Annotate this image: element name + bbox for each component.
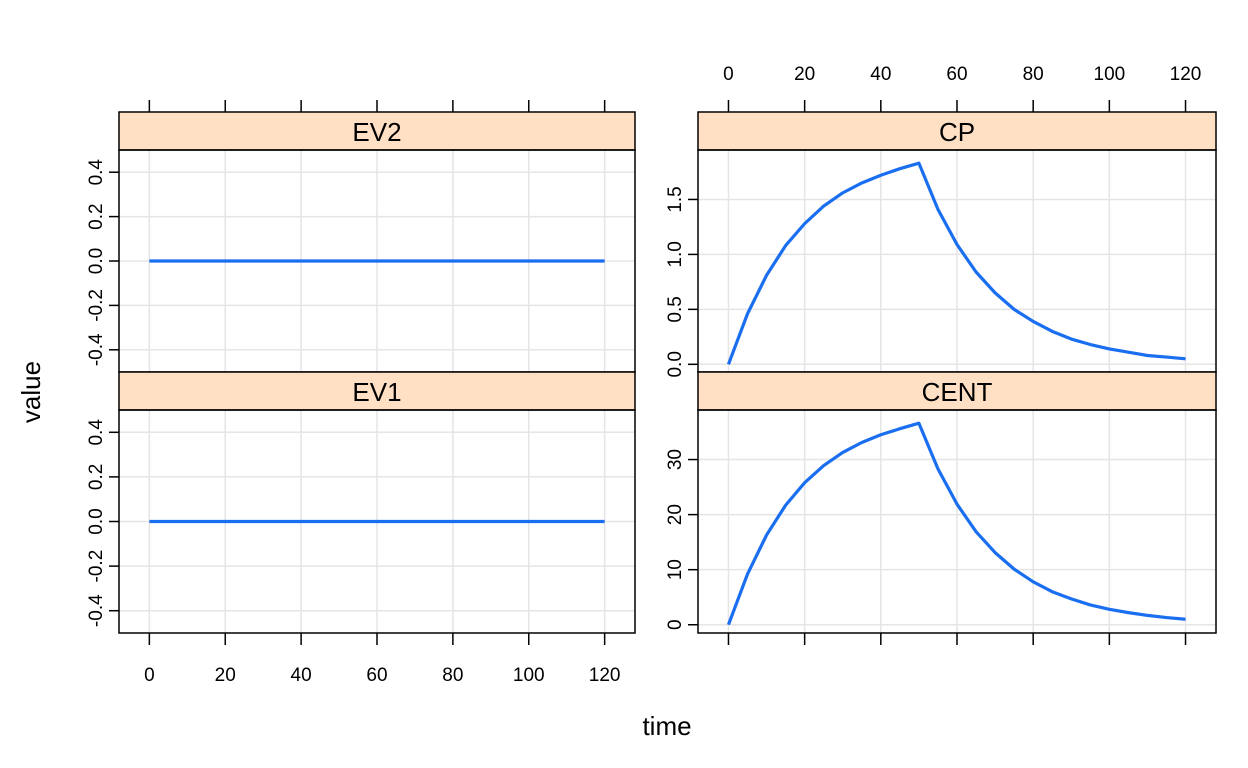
y-axis-title: value <box>16 361 46 423</box>
x-tick-label: 80 <box>1023 64 1044 85</box>
panels: EV2 -0.4 -0.2 0.0 0.2 0.4 CP 0.0 0.5 1.0 1.5 0 20 40 6… <box>86 64 1217 686</box>
y-tick-label: 0.0 <box>665 351 686 377</box>
y-tick-label: 0.0 <box>86 508 107 534</box>
strip-label-cent: CENT <box>922 377 993 407</box>
strip-label-ev2: EV2 <box>352 117 401 147</box>
y-tick-label: -0.2 <box>86 550 107 583</box>
y-tick-label: -0.2 <box>86 289 107 322</box>
x-tick-label: 100 <box>513 665 545 686</box>
y-tick-label: 10 <box>665 559 686 580</box>
panel-ev2: EV2 -0.4 -0.2 0.0 0.2 0.4 <box>86 100 636 373</box>
strip-label-ev1: EV1 <box>352 377 401 407</box>
y-tick-label: 0.0 <box>86 248 107 274</box>
series-line <box>726 421 1186 626</box>
panel-cp: CP 0.0 0.5 1.0 1.5 0 20 40 60 80 100 120 <box>665 64 1217 378</box>
panel-ev1: EV1 -0.4 -0.2 0.0 0.2 0.4 0 20 40 60 80 100 120 <box>86 371 636 686</box>
y-tick-label: 0 <box>665 619 686 630</box>
x-tick-label: 60 <box>366 665 387 686</box>
y-tick-label: 20 <box>665 504 686 525</box>
x-tick-label: 0 <box>144 665 155 686</box>
strip-label-cp: CP <box>939 117 975 147</box>
panel-cent: CENT 0 10 20 30 <box>665 371 1217 645</box>
y-tick-label: 30 <box>665 449 686 470</box>
x-tick-label: 120 <box>589 665 621 686</box>
y-tick-label: -0.4 <box>86 333 107 366</box>
strip-ev2 <box>118 111 636 151</box>
x-tick-label: 40 <box>870 64 891 85</box>
x-tick-label: 20 <box>215 665 236 686</box>
series-line <box>726 161 1186 365</box>
x-tick-label: 80 <box>442 665 463 686</box>
y-tick-label: 0.4 <box>86 159 107 186</box>
strip-cent <box>697 371 1217 411</box>
y-tick-label: 1.5 <box>665 186 686 212</box>
y-tick-label: -0.4 <box>86 594 107 627</box>
y-tick-label: 0.4 <box>86 419 107 446</box>
y-tick-label: 1.0 <box>665 241 686 267</box>
x-tick-label: 0 <box>723 64 734 85</box>
x-tick-label: 100 <box>1094 64 1126 85</box>
strip-ev1 <box>118 371 636 411</box>
x-axis-title: time <box>642 711 691 741</box>
x-tick-label: 120 <box>1170 64 1202 85</box>
y-tick-label: 0.2 <box>86 203 107 229</box>
y-tick-label: 0.5 <box>665 296 686 322</box>
x-tick-label: 60 <box>946 64 967 85</box>
x-tick-label: 40 <box>291 665 312 686</box>
x-tick-label: 20 <box>794 64 815 85</box>
y-tick-label: 0.2 <box>86 464 107 490</box>
